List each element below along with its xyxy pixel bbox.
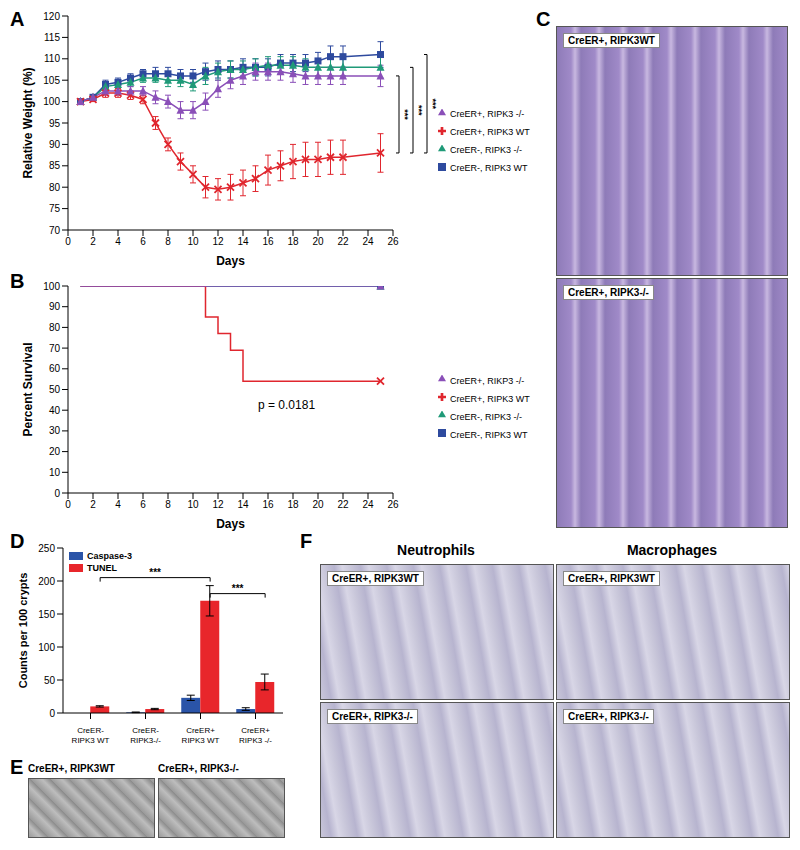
- svg-text:16: 16: [262, 236, 274, 247]
- svg-text:6: 6: [140, 499, 146, 510]
- html-text:CreER-, RIPK3 -/-: CreER-, RIPK3 -/-: [450, 145, 522, 155]
- html-text:CreER+, RIPK3WT: CreER+, RIPK3WT: [568, 35, 655, 46]
- svg-text:30: 30: [49, 425, 61, 436]
- svg-text:2: 2: [90, 236, 96, 247]
- svg-text:250: 250: [38, 543, 55, 554]
- html-text:A: A: [10, 8, 25, 30]
- svg-text:20: 20: [312, 236, 324, 247]
- html-text:CreER+, RIPK3-/-: CreER+, RIPK3-/-: [158, 763, 239, 774]
- svg-text:CreER-RIPK3-/-: CreER-RIPK3-/-: [130, 726, 161, 745]
- svg-text:26: 26: [387, 236, 399, 247]
- svg-text:0: 0: [65, 236, 71, 247]
- svg-text:CreER-RIPK3 WT: CreER-RIPK3 WT: [72, 726, 110, 745]
- svg-text:4: 4: [115, 236, 121, 247]
- svg-text:2: 2: [90, 499, 96, 510]
- svg-text:12: 12: [212, 236, 224, 247]
- html-text:CreER+, RIPK3-/-: CreER+, RIPK3-/-: [568, 711, 649, 722]
- svg-text:60: 60: [49, 363, 61, 374]
- svg-text:Days: Days: [216, 254, 245, 268]
- svg-text:90: 90: [49, 139, 61, 150]
- html-text:p = 0.0181: p = 0.0181: [258, 398, 316, 412]
- html-text:Caspase-3: Caspase-3: [87, 551, 132, 561]
- html-text:CreER+, RIPK3WT: CreER+, RIPK3WT: [332, 573, 419, 584]
- svg-text:Counts per 100 crypts: Counts per 100 crypts: [17, 573, 29, 689]
- svg-text:100: 100: [43, 96, 60, 107]
- svg-text:6: 6: [140, 236, 146, 247]
- html-text:CreER+, RIPK3 -/-: CreER+, RIPK3 -/-: [450, 109, 525, 119]
- svg-text:200: 200: [38, 576, 55, 587]
- svg-text:22: 22: [337, 236, 349, 247]
- svg-text:4: 4: [115, 499, 121, 510]
- svg-text:18: 18: [287, 499, 299, 510]
- html-text:CreER+, RIPK3-/-: CreER+, RIPK3-/-: [568, 287, 649, 298]
- html-text:CreER-, RIPK3 WT: CreER-, RIPK3 WT: [450, 429, 528, 440]
- svg-text:70: 70: [49, 225, 61, 236]
- svg-text:0: 0: [54, 488, 60, 499]
- svg-text:120: 120: [43, 11, 60, 22]
- svg-text:8: 8: [165, 236, 171, 247]
- svg-text:***: ***: [232, 583, 244, 594]
- html-text:B: B: [10, 270, 25, 292]
- svg-text:8: 8: [165, 499, 171, 510]
- svg-text:115: 115: [44, 32, 60, 43]
- svg-text:12: 12: [212, 499, 224, 510]
- svg-text:85: 85: [49, 160, 61, 171]
- svg-text:100: 100: [38, 642, 55, 653]
- html-text:CreER-, RIPK3 WT: CreER-, RIPK3 WT: [450, 163, 528, 173]
- svg-text:Days: Days: [216, 517, 245, 531]
- svg-text:105: 105: [43, 75, 60, 86]
- svg-text:24: 24: [362, 499, 374, 510]
- html-text:TUNEL: TUNEL: [87, 563, 117, 573]
- svg-text:100: 100: [43, 281, 60, 292]
- svg-text:***: ***: [149, 567, 161, 578]
- svg-text:24: 24: [362, 236, 374, 247]
- svg-text:75: 75: [49, 203, 61, 214]
- svg-text:70: 70: [49, 343, 61, 354]
- html-text:F: F: [300, 530, 313, 552]
- html-text:CreER+, RIPK3 WT: CreER+, RIPK3 WT: [450, 127, 530, 137]
- svg-text:80: 80: [49, 322, 61, 333]
- html-text:CreER+, RIPK3-/-: CreER+, RIPK3-/-: [332, 711, 413, 722]
- svg-text:90: 90: [49, 301, 61, 312]
- svg-text:20: 20: [49, 446, 61, 457]
- svg-text:110: 110: [44, 53, 60, 64]
- html-text:CreER+, RIKP3 -/-: CreER+, RIKP3 -/-: [450, 375, 525, 386]
- svg-text:0: 0: [49, 708, 55, 719]
- svg-text:22: 22: [337, 499, 349, 510]
- svg-text:14: 14: [237, 499, 249, 510]
- svg-text:14: 14: [237, 236, 249, 247]
- svg-text:10: 10: [187, 499, 199, 510]
- html-text:Neutrophils: Neutrophils: [397, 542, 475, 558]
- svg-text:150: 150: [38, 609, 55, 620]
- html-text:C: C: [536, 8, 551, 30]
- svg-text:16: 16: [262, 499, 274, 510]
- svg-text:Relative Weight (%): Relative Weight (%): [21, 67, 35, 178]
- html-text:CreER+, RIPK3WT: CreER+, RIPK3WT: [568, 573, 655, 584]
- svg-text:50: 50: [44, 675, 56, 686]
- svg-text:Percent Survival: Percent Survival: [21, 342, 35, 436]
- svg-text:80: 80: [49, 182, 61, 193]
- html-text:CreER+, RIPK3 WT: CreER+, RIPK3 WT: [450, 393, 530, 404]
- svg-text:50: 50: [49, 384, 61, 395]
- svg-text:***: ***: [400, 109, 410, 120]
- svg-text:95: 95: [49, 118, 61, 129]
- svg-text:10: 10: [49, 467, 61, 478]
- svg-text:CreER+RIPK3 -/-: CreER+RIPK3 -/-: [239, 726, 272, 745]
- svg-text:***: ***: [414, 105, 424, 116]
- svg-text:***: ***: [428, 98, 438, 109]
- html-text:Macrophages: Macrophages: [626, 542, 718, 558]
- svg-text:20: 20: [312, 499, 324, 510]
- html-text:CreER-, RIPK3 -/-: CreER-, RIPK3 -/-: [450, 411, 522, 422]
- svg-text:10: 10: [187, 236, 199, 247]
- html-text:D: D: [10, 530, 25, 552]
- svg-text:18: 18: [287, 236, 299, 247]
- svg-text:26: 26: [387, 499, 399, 510]
- svg-text:0: 0: [65, 499, 71, 510]
- svg-text:CreER+RIPK3 WT: CreER+RIPK3 WT: [182, 726, 220, 745]
- html-text:E CreER+, RIPK3WT: E CreER+, RIPK3WT: [10, 756, 115, 778]
- svg-text:40: 40: [49, 405, 61, 416]
